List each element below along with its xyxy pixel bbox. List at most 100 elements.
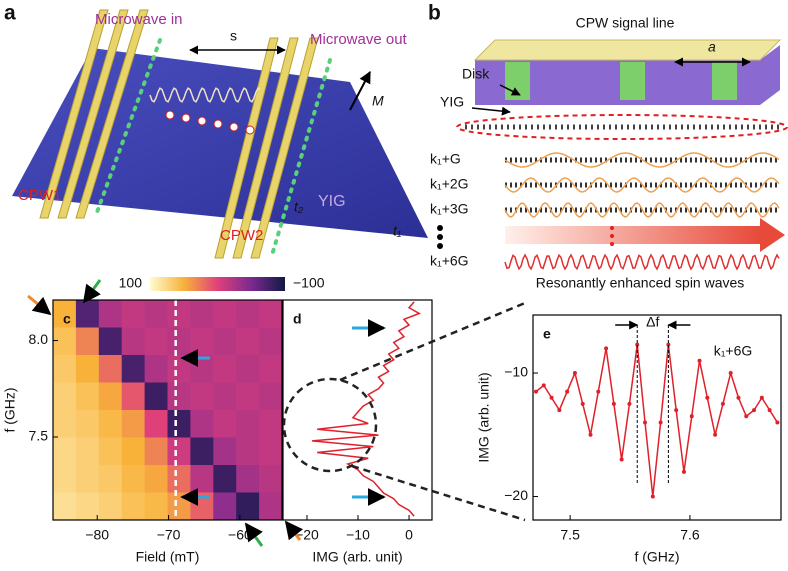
dot xyxy=(610,242,614,246)
mode-label: k₁+2G xyxy=(430,176,469,192)
zoom-circle xyxy=(282,377,378,473)
heat-cell xyxy=(121,300,146,328)
heat-cell xyxy=(213,410,237,438)
heat-cell xyxy=(121,465,146,493)
heat-cell xyxy=(98,465,123,493)
heat-cell xyxy=(53,327,77,356)
heat-cell xyxy=(236,437,260,466)
period-label: a xyxy=(708,39,716,55)
heat-cell xyxy=(121,327,146,356)
axes-frame xyxy=(282,299,433,521)
heat-cell xyxy=(190,300,214,328)
data-point xyxy=(666,342,671,347)
heat-cell xyxy=(259,437,283,466)
colorbar-label: 100 xyxy=(119,275,143,291)
heat-cell xyxy=(53,355,77,383)
data-point xyxy=(674,408,679,413)
data-point xyxy=(541,383,546,388)
data-point xyxy=(705,395,710,400)
data-line xyxy=(535,344,779,497)
data-point xyxy=(596,389,601,394)
heat-cell xyxy=(236,492,260,521)
heat-cell xyxy=(213,465,237,493)
delta-label: Δf xyxy=(646,314,659,330)
data-point xyxy=(767,408,772,413)
heat-cell xyxy=(259,327,283,356)
heat-cell xyxy=(190,410,214,438)
dot xyxy=(437,243,443,249)
heat-cell xyxy=(213,327,237,356)
mode-label: k₁+6G xyxy=(430,253,469,269)
yig-slab xyxy=(12,48,428,238)
data-point xyxy=(533,389,538,394)
heat-cell xyxy=(167,327,191,356)
data-point xyxy=(697,358,702,363)
signal-line-label: CPW signal line xyxy=(576,15,675,31)
mode-wave xyxy=(504,152,780,168)
caption: Resonantly enhanced spin waves xyxy=(536,275,745,291)
y-axis-label: IMG (arb. unit) xyxy=(476,372,492,462)
heat-cell xyxy=(98,492,123,521)
panel-label: a xyxy=(4,2,16,25)
signal-line xyxy=(473,39,782,61)
data-point xyxy=(720,401,725,406)
data-point xyxy=(728,371,733,376)
data-point xyxy=(580,401,585,406)
mode-wave xyxy=(504,177,780,193)
heat-cell xyxy=(236,465,260,493)
heat-cell xyxy=(167,300,191,328)
heat-cell xyxy=(121,410,146,438)
mode-label: k₁+G xyxy=(430,151,461,167)
zoom-line xyxy=(339,301,526,382)
axes-frame xyxy=(52,299,283,521)
data-line xyxy=(312,301,422,517)
heat-cell xyxy=(259,465,283,493)
chain-ellipse xyxy=(456,114,788,140)
heat-cell xyxy=(144,382,168,411)
green-dots xyxy=(94,38,332,257)
heat-cell xyxy=(190,437,214,466)
heat-cell xyxy=(213,492,237,521)
data-point xyxy=(658,420,663,425)
heat-cell xyxy=(53,437,77,466)
heat-cell xyxy=(98,410,123,438)
data-point xyxy=(650,494,655,499)
data-point xyxy=(681,469,686,474)
heat-cell xyxy=(259,382,283,411)
data-point xyxy=(611,401,616,406)
data-point xyxy=(588,432,593,437)
gradient-arrow-head xyxy=(760,218,785,252)
heat-cell xyxy=(75,327,100,356)
heat-cell xyxy=(144,465,168,493)
heat-cell xyxy=(236,382,260,411)
panel-label: d xyxy=(293,311,302,327)
annotation: k₁+6G xyxy=(714,343,753,359)
spin-wave xyxy=(149,87,261,103)
disk-arrow xyxy=(499,84,521,96)
heat-cell xyxy=(190,382,214,411)
heat-cell xyxy=(259,492,283,521)
orange-arrow xyxy=(27,294,52,316)
heat-cell xyxy=(98,437,123,466)
y-tick-label: −20 xyxy=(504,487,528,503)
x-axis-label: Field (mT) xyxy=(136,549,200,565)
heat-cell xyxy=(213,300,237,328)
data-point xyxy=(689,414,694,419)
heat-cell xyxy=(144,492,168,521)
panel-a: a Microwave in Microwave out s M YIG CPW… xyxy=(4,2,428,259)
heat-cell xyxy=(190,327,214,356)
disk-label: Disk xyxy=(462,66,490,82)
m-arrow xyxy=(349,70,371,111)
data-point xyxy=(752,408,757,413)
yig-label: YIG xyxy=(440,94,464,110)
data-point xyxy=(557,408,562,413)
heat-cell xyxy=(75,410,100,438)
x-tick-label: 7.6 xyxy=(680,527,700,543)
panel-b: b CPW signal line a Disk YIG k₁+G k₁+2G … xyxy=(428,2,788,291)
y-axis-label: f (GHz) xyxy=(2,387,18,432)
t2-label: t₂ xyxy=(294,199,304,215)
data-point xyxy=(759,395,764,400)
heat-cell xyxy=(144,410,168,438)
